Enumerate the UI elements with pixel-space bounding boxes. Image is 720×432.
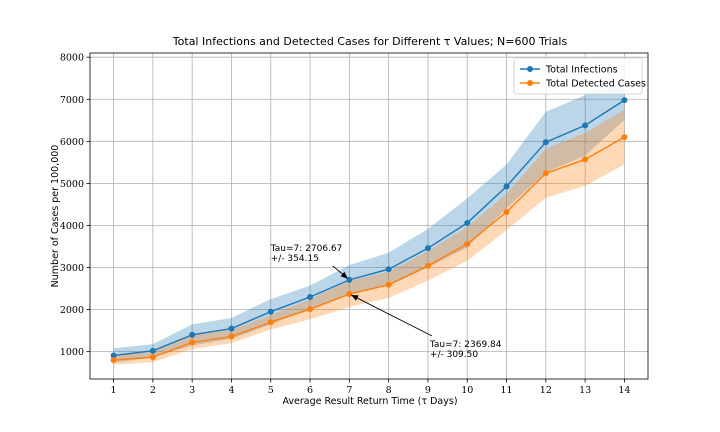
x-tick-label: 6	[307, 385, 313, 396]
total-infections-point	[621, 97, 628, 104]
annotations: Tau=7: 2706.67+/- 354.15 Tau=7: 2369.84+/…	[270, 244, 502, 360]
x-tick-label: 14	[618, 385, 630, 396]
total-infections-point	[424, 245, 431, 252]
legend-box	[513, 57, 643, 95]
total-infections-point	[228, 325, 235, 332]
y-tick-label: 7000	[60, 95, 84, 106]
plot-frame	[89, 52, 649, 380]
x-tick-label: 10	[461, 385, 473, 396]
x-tick-label: 1	[111, 385, 117, 396]
x-axis-label: Average Result Return Time (τ Days)	[282, 396, 457, 407]
y-tick-label: 6000	[60, 137, 84, 148]
x-tick-label: 3	[189, 385, 195, 396]
axis-ticks: 1 2 3 4 5 6 7 8 9 10 11 12 13 14100020003000400050006…	[60, 53, 631, 396]
series-lines	[113, 99, 625, 361]
total-detected-cases-point	[189, 339, 196, 346]
annotation-label: Tau=7: 2706.67	[270, 244, 343, 254]
total-infections-band	[113, 80, 625, 363]
total-detected-cases-point	[346, 291, 353, 298]
annotation-arrow-head	[340, 271, 348, 279]
legend-marker-total-infections	[527, 66, 533, 72]
x-tick-label: 11	[500, 385, 512, 396]
total-detected-cases-point	[307, 306, 314, 313]
total-detected-cases-point	[228, 333, 235, 340]
x-tick-label: 12	[540, 385, 552, 396]
total-detected-cases-point	[542, 170, 549, 177]
total-detected-cases-point	[503, 209, 510, 216]
y-tick-label: 3000	[60, 263, 84, 274]
total-infections-point	[582, 122, 589, 129]
total-detected-cases-point	[424, 262, 431, 269]
total-detected-cases-point	[582, 156, 589, 163]
x-tick-label: 13	[579, 385, 591, 396]
total-detected-cases-point	[267, 319, 274, 326]
x-tick-label: 8	[386, 385, 392, 396]
annotation-label: +/- 309.50	[430, 350, 478, 360]
total-infections-point	[503, 183, 510, 190]
annotation-arrow-head	[351, 294, 359, 301]
total-detected-cases-point	[621, 134, 628, 141]
y-tick-label: 4000	[60, 221, 84, 232]
y-tick-label: 5000	[60, 179, 84, 190]
y-tick-label: 8000	[60, 53, 84, 64]
annotation-arrow-shaft	[350, 294, 433, 337]
x-tick-label: 2	[150, 385, 156, 396]
x-tick-label: 7	[346, 385, 352, 396]
total-infections-point	[189, 331, 196, 338]
series-markers	[110, 97, 628, 364]
total-detected-cases-point	[464, 240, 471, 247]
x-tick-label: 5	[268, 385, 274, 396]
y-axis-label: Number of Cases per 100,000	[50, 145, 61, 288]
grid	[90, 53, 648, 379]
total-detected-cases-line	[113, 136, 625, 361]
total-detected-cases-point	[149, 354, 156, 361]
annotation-label: Tau=7: 2369.84	[429, 340, 502, 350]
total-infections-point	[149, 347, 156, 354]
total-infections-point	[385, 266, 392, 273]
chart-title: Total Infections and Detected Cases for …	[172, 35, 568, 48]
total-detected-cases-point	[110, 357, 117, 364]
legend-marker-total-detected-cases	[527, 80, 533, 86]
annotation-label: +/- 354.15	[271, 254, 319, 264]
x-tick-label: 9	[425, 385, 431, 396]
legend-label-total-infections: Total Infections	[545, 65, 618, 76]
error-bands	[113, 80, 625, 365]
y-tick-label: 2000	[60, 305, 84, 316]
total-infections-point	[110, 352, 117, 359]
total-detected-cases-point	[385, 281, 392, 288]
total-infections-point	[267, 308, 274, 315]
total-infections-line	[113, 99, 625, 357]
x-tick-label: 4	[228, 385, 234, 396]
legend: Total Infections Total Detected Cases	[513, 57, 646, 95]
total-infections-point	[307, 293, 314, 300]
y-tick-label: 1000	[60, 347, 84, 358]
legend-label-total-detected-cases: Total Detected Cases	[545, 79, 646, 90]
total-infections-point	[542, 139, 549, 146]
total-infections-point	[464, 219, 471, 226]
